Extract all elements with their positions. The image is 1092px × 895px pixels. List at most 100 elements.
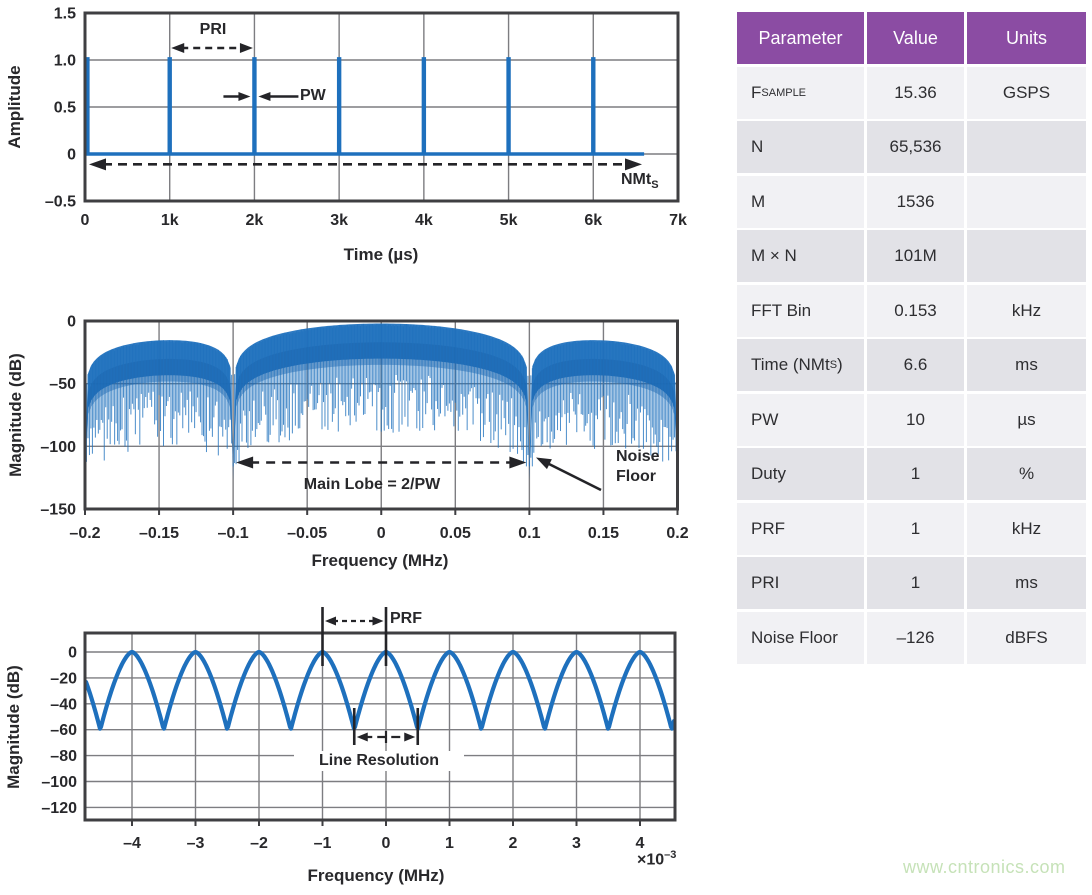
tick-label: 0.5 xyxy=(54,100,76,117)
pulse-train-chart: 0 1k 2k 3k 4k 5k 6k 7k 1.5 1.0 0.5 0 –0.5 xyxy=(45,6,687,230)
arrowhead xyxy=(356,732,368,742)
tick-label: 7k xyxy=(669,212,687,229)
nmts-annotation-label: NMtS xyxy=(621,171,659,191)
nmts-main: NMt xyxy=(621,171,652,188)
tick-label: 0.1 xyxy=(518,525,540,542)
arrowhead xyxy=(171,43,185,53)
tick-label: 0 xyxy=(382,835,391,852)
tick-label: –0.5 xyxy=(45,194,76,211)
arrowhead xyxy=(89,158,106,171)
tick-label: 0.15 xyxy=(588,525,619,542)
line-resolution-annotation-label: Line Resolution xyxy=(294,751,464,771)
pw-annotation-label: PW xyxy=(300,87,326,104)
arrowhead xyxy=(625,158,642,171)
table-row-units: ms xyxy=(967,557,1086,609)
tick-label: 1.0 xyxy=(54,53,76,70)
tick-label: 4 xyxy=(636,835,645,852)
tick-label: –60 xyxy=(50,722,77,739)
table-row-value: 0.153 xyxy=(867,284,964,337)
magnitude-axis-label-zoom: Magnitude (dB) xyxy=(4,665,23,789)
watermark-text: www.cntronics.com xyxy=(903,857,1066,877)
table-row-units: dBFS xyxy=(967,611,1086,664)
amplitude-axis-label: Amplitude xyxy=(5,65,24,149)
arrowhead xyxy=(239,43,253,53)
table-row-value: 10 xyxy=(867,393,964,446)
arrowhead xyxy=(325,616,336,626)
plot-frame xyxy=(83,631,677,822)
table-row-value: 1536 xyxy=(867,175,964,228)
table-row-value: 101M xyxy=(867,230,964,282)
table-row-units xyxy=(967,175,1086,228)
table-row-units: GSPS xyxy=(967,66,1086,119)
time-axis-label: Time (µs) xyxy=(343,245,419,264)
tick-label: 0.2 xyxy=(666,525,688,542)
table-row-units xyxy=(967,121,1086,173)
table-row-param: PRF xyxy=(737,502,864,555)
table-row-param: PRI xyxy=(737,557,864,609)
table-row-value: 65,536 xyxy=(867,121,964,173)
noise-floor-arrow-line xyxy=(542,459,602,492)
table-row-value: 1 xyxy=(867,502,964,555)
tick-label: 1 xyxy=(445,835,454,852)
arrowhead xyxy=(238,92,251,101)
table-row-units: % xyxy=(967,448,1086,500)
table-row-param: M xyxy=(737,175,864,228)
table-row-param: Time (NMt S) xyxy=(737,339,864,391)
tick-label: 4k xyxy=(415,212,433,229)
plot-frame xyxy=(83,11,680,203)
table-row-units: µs xyxy=(967,393,1086,446)
tick-label: 3 xyxy=(572,835,581,852)
tick-label: –0.05 xyxy=(287,525,327,542)
tick-label: 5k xyxy=(500,212,518,229)
tick-label: –40 xyxy=(50,696,77,713)
tick-label: 1k xyxy=(161,212,179,229)
table-row-units: kHz xyxy=(967,502,1086,555)
zoomed-spectrum-chart: –4 –3 –2 –1 0 1 2 3 4 0 –20 –40 –60 –80 –100 –120 xyxy=(41,607,677,852)
tick-label: –100 xyxy=(41,774,77,791)
table-row-param: PW xyxy=(737,393,864,446)
table-header-value: Value xyxy=(867,12,964,64)
arrowhead xyxy=(536,457,552,470)
nmts-sub: S xyxy=(651,179,659,192)
magnitude-axis-label-spectrum: Magnitude (dB) xyxy=(6,353,25,477)
x-scale-factor-label: ×10–3 xyxy=(637,849,676,869)
x-scale-base: ×10 xyxy=(637,851,665,869)
arrowhead xyxy=(372,616,384,626)
tick-label: –80 xyxy=(50,748,77,765)
tick-label: –4 xyxy=(123,835,141,852)
table-row-units: ms xyxy=(967,339,1086,391)
table-row-param: M × N xyxy=(737,230,864,282)
arrowhead xyxy=(509,456,527,469)
frequency-axis-label-zoom: Frequency (MHz) xyxy=(307,866,445,885)
noise-floor-line1: Noise xyxy=(616,448,660,465)
tick-label: –0.15 xyxy=(139,525,179,542)
tick-label: 6k xyxy=(584,212,602,229)
tick-label: –150 xyxy=(40,502,76,519)
table-row-param: FFT Bin xyxy=(737,284,864,337)
x-scale-exp: –3 xyxy=(664,849,677,861)
table-header-units: Units xyxy=(967,12,1086,64)
noise-floor-annotation-label: Noise Floor xyxy=(616,447,660,487)
tick-label: 0 xyxy=(81,212,90,229)
arrowhead xyxy=(236,456,254,469)
table-row-value: 6.6 xyxy=(867,339,964,391)
tick-label: –2 xyxy=(250,835,268,852)
prf-annotation-label: PRF xyxy=(390,610,422,627)
parameter-table: Parameter Value Units F SAMPLE 15.36 GSPS N 6… xyxy=(737,12,1086,664)
tick-label: 2 xyxy=(509,835,518,852)
table-row-param: Duty xyxy=(737,448,864,500)
tick-label: 2k xyxy=(246,212,264,229)
table-row-param: F SAMPLE xyxy=(737,66,864,119)
table-row-value: 15.36 xyxy=(867,66,964,119)
main-lobe-annotation-label: Main Lobe = 2/PW xyxy=(303,476,441,493)
tick-label: 0 xyxy=(68,645,77,662)
table-row-param: N xyxy=(737,121,864,173)
table-row-value: –126 xyxy=(867,611,964,664)
tick-label: –1 xyxy=(314,835,332,852)
tick-label: –120 xyxy=(41,800,77,817)
pulse-spectrum-chart: –0.2 –0.15 –0.1 –0.05 0 0.05 0.1 0.15 0.2 0 –50 –10… xyxy=(40,314,688,543)
arrowhead xyxy=(404,732,416,742)
tick-label: 1.5 xyxy=(54,6,76,23)
spectrum-line xyxy=(83,649,677,731)
